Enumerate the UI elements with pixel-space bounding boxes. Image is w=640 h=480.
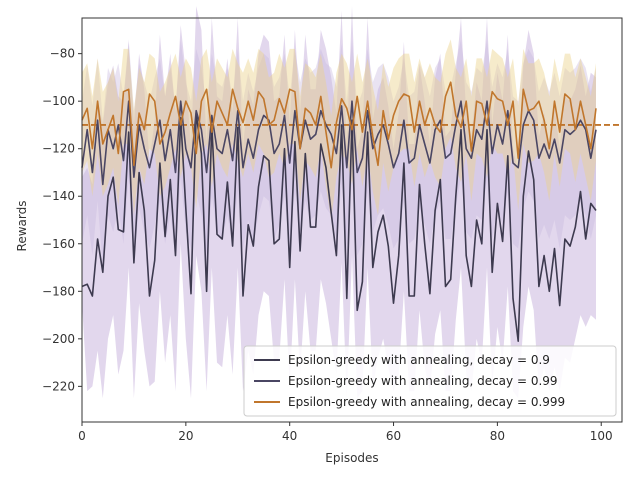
y-tick-label: −220 [42, 379, 75, 393]
x-tick-label: 80 [490, 429, 505, 443]
y-tick-label: −120 [42, 142, 75, 156]
legend-label-3: Epsilon-greedy with annealing, decay = 0… [288, 395, 565, 409]
y-tick-label: −100 [42, 94, 75, 108]
y-tick-label: −160 [42, 237, 75, 251]
legend-label-1: Epsilon-greedy with annealing, decay = 0… [288, 353, 550, 367]
series-2-band [82, 39, 596, 268]
x-tick-label: 40 [282, 429, 297, 443]
y-tick-label: −140 [42, 189, 75, 203]
legend: Epsilon-greedy with annealing, decay = 0… [243, 345, 617, 417]
x-tick-label: 60 [386, 429, 401, 443]
series-2-line [81, 100, 597, 186]
x-tick-label: 100 [590, 429, 613, 443]
x-tick-label: 0 [78, 429, 86, 443]
legend-box [243, 345, 617, 417]
x-tick-label: 20 [178, 429, 193, 443]
axes-layer: 0 20 40 60 80 100 −220 −200 −180 −160 −140 −120 −100… [42, 17, 623, 443]
series-1-line [81, 112, 597, 343]
y-tick-label: −80 [50, 47, 75, 61]
y-tick-label: −180 [42, 284, 75, 298]
plot-frame [81, 17, 623, 423]
x-axis-label: Episodes [325, 451, 378, 465]
legend-label-2: Epsilon-greedy with annealing, decay = 0… [288, 374, 558, 388]
y-axis-label: Rewards [15, 201, 29, 252]
y-tick-label: −200 [42, 332, 75, 346]
series-3-line [81, 81, 597, 169]
series-lines-layer [81, 81, 597, 343]
